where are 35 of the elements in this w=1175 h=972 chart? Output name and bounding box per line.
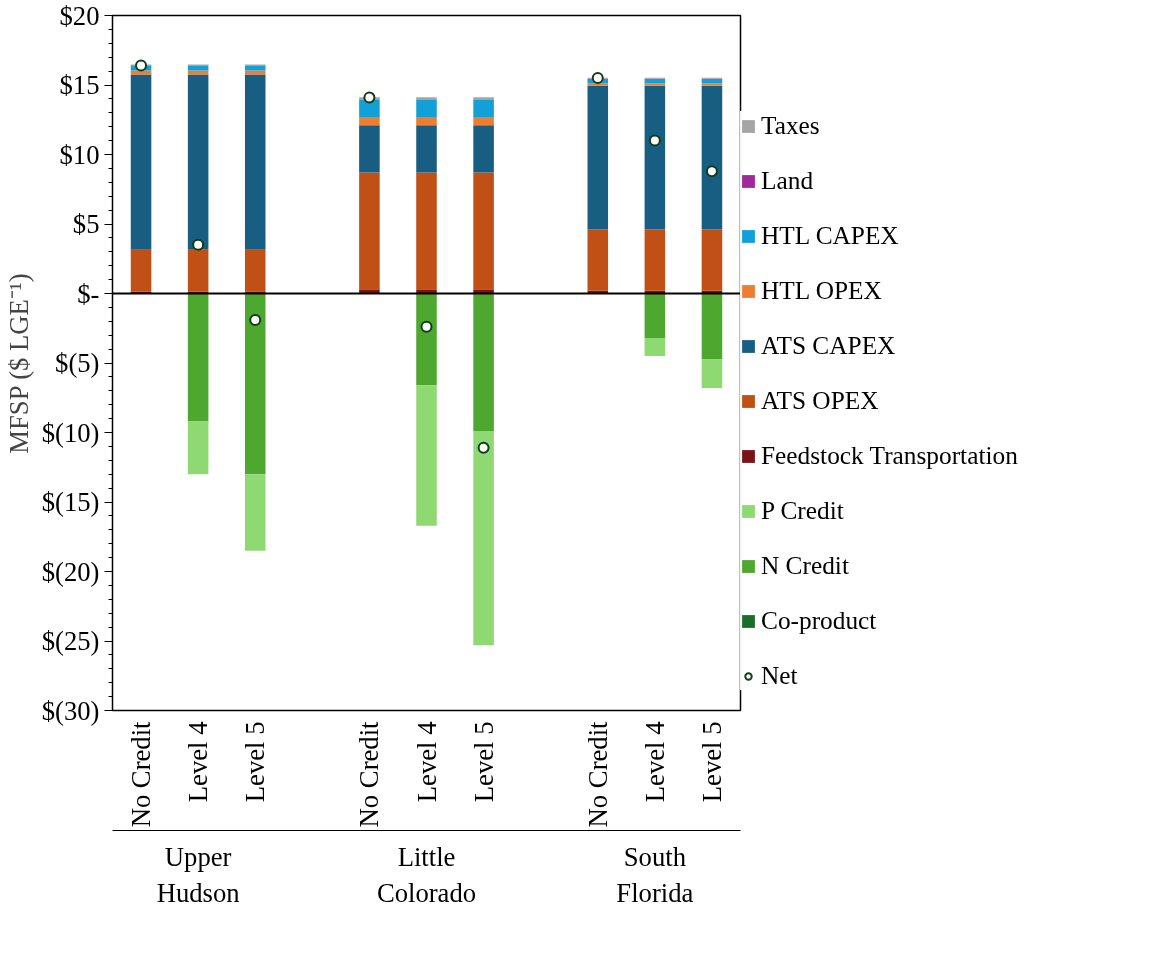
y-tick-label: $5	[72, 209, 100, 239]
legend-label: Taxes	[761, 111, 820, 140]
x-tick-label: No Credit	[582, 720, 613, 828]
legend-label: N Credit	[761, 551, 849, 580]
x-tick-label: Level 4	[411, 721, 442, 803]
x-tick-label: No Credit	[126, 720, 157, 828]
x-tick-label: Level 5	[696, 721, 727, 803]
legend-label: Co-product	[761, 606, 877, 635]
y-tick-label: $15	[59, 70, 100, 100]
y-tick-label: $(25)	[41, 626, 100, 656]
x-tick-label: Level 4	[183, 721, 214, 803]
legend-label: P Credit	[761, 496, 844, 525]
y-tick-label: $(5)	[55, 348, 100, 378]
x-tick-label: Level 5	[468, 721, 499, 803]
x-tick-label: Level 5	[240, 721, 271, 803]
x-tick-label: Level 4	[639, 721, 670, 803]
y-tick-label: $(15)	[41, 487, 100, 517]
text: Little Colorado	[376, 841, 477, 908]
y-tick-label: $-	[77, 278, 100, 309]
y-tick-label: $(10)	[41, 417, 100, 448]
legend-label: HTL CAPEX	[761, 221, 899, 250]
legend-label: ATS CAPEX	[761, 331, 896, 360]
y-axis-title: MFSP ($ LGE⁻¹)	[3, 273, 34, 454]
legend-label: Land	[761, 166, 814, 195]
x-tick-label: No Credit	[354, 720, 385, 828]
legend-label: HTL OPEX	[761, 276, 882, 305]
y-tick-label: $(20)	[41, 556, 100, 587]
legend-label: Net	[761, 661, 798, 690]
legend-label: ATS OPEX	[761, 386, 879, 415]
y-tick-label: $(30)	[41, 695, 100, 726]
y-tick-label: $20	[59, 0, 100, 31]
y-tick-label: $10	[59, 139, 100, 170]
legend-label: Feedstock Transportation	[761, 441, 1018, 470]
text: South Florida	[616, 841, 694, 908]
text: Upper Hudson	[156, 841, 240, 908]
